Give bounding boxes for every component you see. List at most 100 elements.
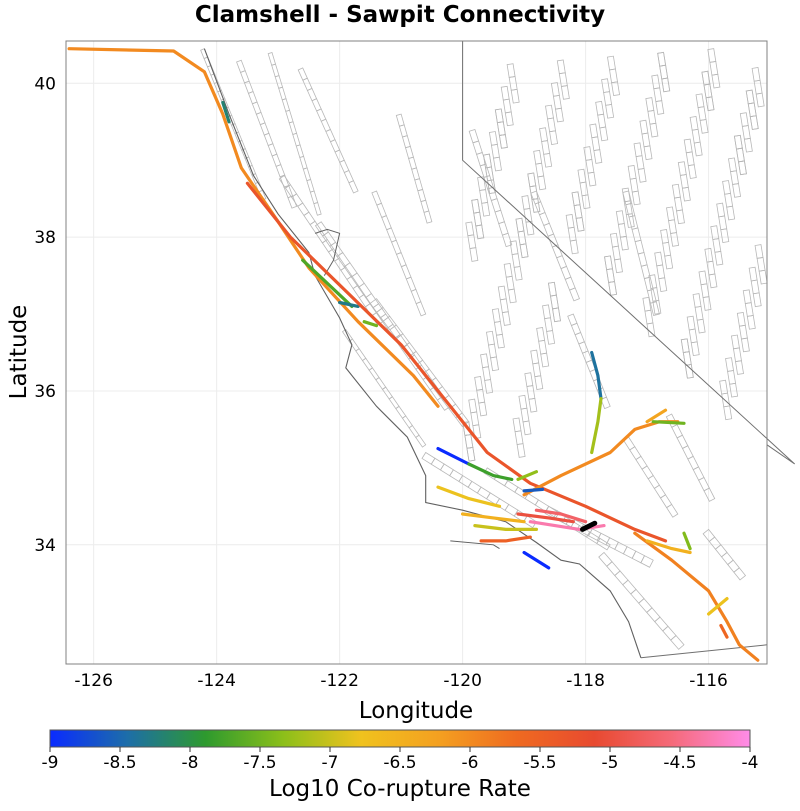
fault-outline xyxy=(471,198,481,214)
fault-outline xyxy=(515,217,525,233)
fault-outline xyxy=(657,51,667,67)
rupture-trace-14[interactable] xyxy=(436,485,502,508)
rupture-trace-18[interactable] xyxy=(479,535,532,543)
fault-outline xyxy=(643,145,653,161)
fault-outline xyxy=(543,152,553,168)
fault-outline xyxy=(503,262,513,278)
fault-outline xyxy=(583,146,593,161)
fault-outline xyxy=(599,126,609,142)
fault-outline xyxy=(395,405,407,419)
rupture-trace-8[interactable] xyxy=(522,420,680,497)
rupture-trace-13[interactable] xyxy=(516,470,539,481)
fault-outline xyxy=(255,111,266,126)
rupture-trace-16[interactable] xyxy=(461,512,526,524)
rupture-trace-15[interactable] xyxy=(522,487,545,493)
fault-outline xyxy=(587,171,597,187)
fault-outline xyxy=(681,186,691,202)
colorbar-tick-label: -4.5 xyxy=(663,753,696,773)
rupture-trace-2[interactable] xyxy=(301,258,354,308)
fault-outline xyxy=(512,417,522,433)
rupture-trace-27[interactable] xyxy=(719,623,729,639)
fault-outline xyxy=(637,168,647,183)
target-section[interactable] xyxy=(580,520,598,532)
fault-outline xyxy=(464,434,474,449)
fault-outline xyxy=(709,60,719,76)
fault-outline xyxy=(641,132,651,148)
coastline xyxy=(203,48,642,658)
rupture-trace-19[interactable] xyxy=(516,512,575,524)
fault-outline xyxy=(567,226,577,242)
fault-outline xyxy=(680,338,690,354)
rupture-trace-5[interactable] xyxy=(245,181,668,543)
rupture-trace-22[interactable] xyxy=(522,550,551,570)
fault-outline xyxy=(361,357,373,371)
rupture-trace-6[interactable] xyxy=(590,350,603,401)
fault-outline xyxy=(313,202,322,216)
fault-outline xyxy=(608,281,618,296)
fault-outline xyxy=(267,143,278,157)
fault-outline xyxy=(531,198,541,213)
fault-outline xyxy=(697,106,707,121)
fault-outline xyxy=(607,55,616,71)
fault-outline xyxy=(388,396,400,410)
fault-outline xyxy=(646,322,656,338)
fault-outline xyxy=(530,349,540,365)
fault-outline xyxy=(529,185,539,201)
rupture-trace-11[interactable] xyxy=(436,447,471,466)
fault-outline xyxy=(468,398,478,414)
fault-outline xyxy=(748,266,758,282)
state-border xyxy=(462,41,796,465)
fault-outline xyxy=(750,279,760,295)
fault-outline xyxy=(295,144,305,159)
fault-outline xyxy=(621,187,631,203)
rupture-trace-24[interactable] xyxy=(682,531,692,551)
fault-outline xyxy=(400,264,412,280)
fault-outline xyxy=(478,401,488,417)
fault-outline xyxy=(630,588,645,604)
rupture-trace-17[interactable] xyxy=(473,523,539,532)
rupture-trace-10[interactable] xyxy=(645,408,668,424)
fault-outline xyxy=(292,132,301,147)
fault-outline xyxy=(661,77,671,93)
fault-outline xyxy=(240,70,250,84)
rupture-trace-25[interactable] xyxy=(645,539,692,555)
target-fault-section xyxy=(580,520,598,532)
fault-outline xyxy=(721,551,734,566)
fault-outline xyxy=(267,52,277,66)
fault-outline xyxy=(683,138,693,154)
fault-outline xyxy=(466,446,476,462)
fault-outline xyxy=(756,256,766,272)
fault-outline xyxy=(534,375,544,390)
fault-outline xyxy=(705,96,715,112)
fault-outline xyxy=(614,541,628,555)
fault-outline xyxy=(754,244,764,259)
fault-outline xyxy=(497,285,507,301)
colorbar-tick-label: -6 xyxy=(462,753,479,773)
fault-outline xyxy=(343,262,358,278)
rupture-trace-0[interactable] xyxy=(67,47,440,408)
fault-outline xyxy=(490,143,500,159)
fault-outline xyxy=(271,63,280,78)
colorbar-tick-label: -8.5 xyxy=(103,753,136,773)
fault-outline xyxy=(679,174,689,189)
fault-outline xyxy=(690,341,700,357)
fault-outline xyxy=(654,251,664,267)
fault-outline xyxy=(417,188,427,203)
rupture-trace-12[interactable] xyxy=(467,462,514,481)
fault-outline xyxy=(651,74,661,90)
rupture-trace-9[interactable] xyxy=(651,420,686,425)
fault-outline xyxy=(719,379,729,395)
rupture-trace-21[interactable] xyxy=(534,508,588,524)
rupture-trace-4[interactable] xyxy=(362,320,379,328)
fault-outline xyxy=(604,255,613,271)
rupture-trace-3[interactable] xyxy=(338,300,360,308)
fault-outline xyxy=(519,243,529,259)
rupture-trace-7[interactable] xyxy=(590,397,603,455)
rupture-trace-1[interactable] xyxy=(221,100,231,124)
rupture-trace-26[interactable] xyxy=(706,596,729,616)
fault-outline xyxy=(712,238,722,253)
rupture-trace-23[interactable] xyxy=(633,531,760,662)
fault-outline xyxy=(505,275,515,291)
fault-outline xyxy=(655,100,665,115)
